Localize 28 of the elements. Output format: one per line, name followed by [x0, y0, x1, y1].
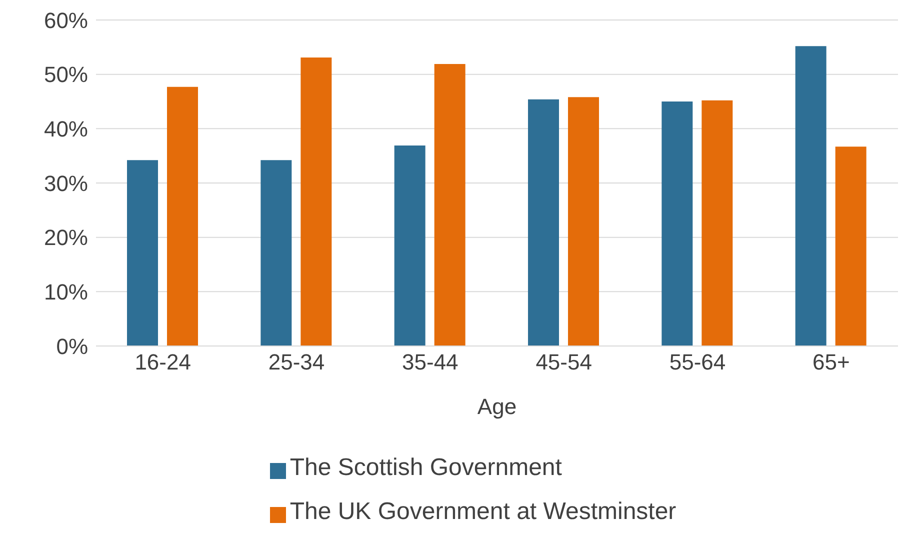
bar [795, 46, 826, 346]
x-tick-label: 65+ [812, 350, 850, 375]
bar [300, 57, 332, 346]
y-tick-label: 40% [44, 116, 88, 142]
x-tick-label: 25-34 [268, 350, 325, 375]
bar [702, 100, 733, 346]
x-tick-label: 35-44 [402, 350, 458, 375]
bar [835, 146, 866, 346]
x-axis-title: Age [477, 394, 517, 419]
y-tick-label: 0% [56, 334, 88, 359]
y-tick-label: 50% [44, 62, 88, 88]
bar [394, 146, 426, 346]
bar [568, 97, 599, 346]
x-tick-label: 16-24 [134, 350, 191, 375]
bar [434, 64, 466, 346]
bar [662, 102, 693, 346]
y-tick-label: 20% [44, 225, 88, 250]
bar [528, 99, 559, 346]
y-tick-label: 10% [44, 279, 88, 304]
legend-label: The UK Government at Westminster [290, 498, 676, 525]
x-tick-label: 45-54 [536, 350, 592, 375]
y-tick-label: 30% [44, 170, 88, 196]
bar [260, 160, 292, 346]
y-tick-label: 60% [44, 8, 88, 33]
x-tick-label: 55-64 [669, 350, 726, 375]
legend-label: The Scottish Government [290, 454, 562, 481]
bar [127, 160, 158, 346]
bar [167, 86, 198, 346]
